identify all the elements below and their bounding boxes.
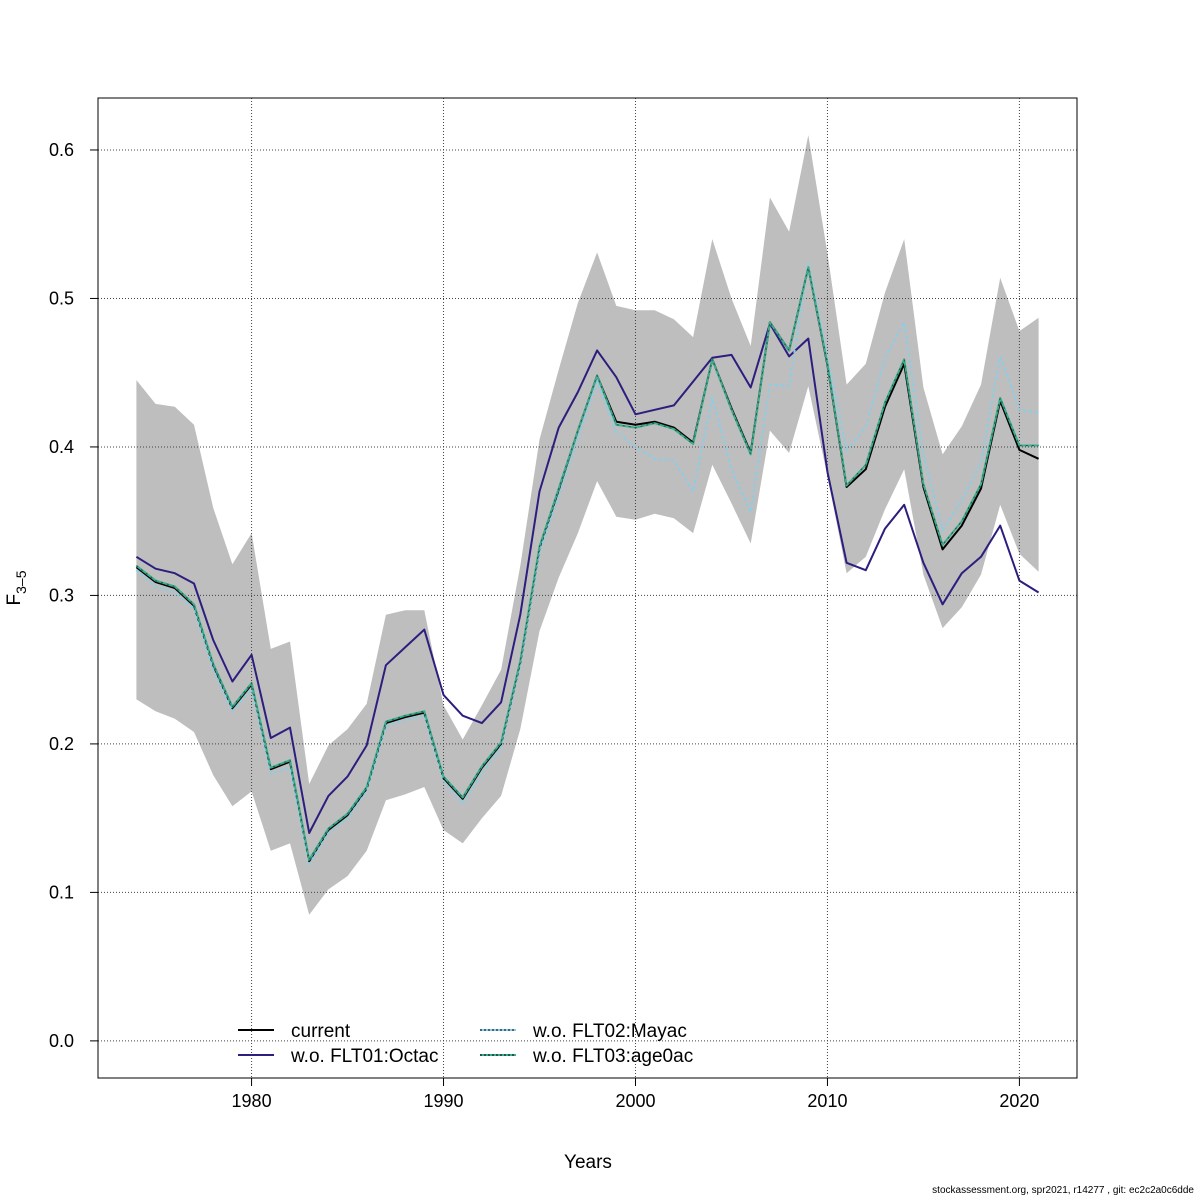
x-axis: 1980 1990 2000 2010 2020 [232, 1078, 1039, 1111]
x-tick-label: 2000 [615, 1091, 655, 1111]
y-axis-title-main: F [4, 594, 25, 606]
confidence-band [136, 135, 1039, 915]
y-tick-label: 0.4 [49, 437, 74, 457]
y-tick-label: 0.6 [49, 140, 74, 160]
x-tick-label: 2010 [807, 1091, 847, 1111]
series-line-4-dots [136, 267, 1039, 862]
x-axis-title: Years [564, 1152, 612, 1173]
plot-frame [97, 97, 1078, 1079]
y-axis-title: F3–5 [4, 570, 29, 605]
y-axis: 0.0 0.1 0.2 0.3 0.4 0.5 0.6 [49, 140, 98, 1051]
y-tick-label: 0.2 [49, 734, 74, 754]
legend-label-4: w.o. FLT03:age0ac [532, 1046, 693, 1067]
x-tick-label: 1980 [232, 1091, 272, 1111]
series-line-3 [135, 261, 1039, 866]
y-axis-title-subscript: 3–5 [13, 570, 29, 594]
confidence-band-layer [136, 135, 1039, 915]
legend-label-2: w.o. FLT01:Octac [290, 1046, 438, 1067]
footer-credit: stockassessment.org, spr2021, r14277 , g… [932, 1185, 1194, 1196]
series-line-2 [135, 322, 1040, 834]
legend-label-3: w.o. FLT02:Mayac [532, 1021, 687, 1042]
legend-label-1: current [291, 1021, 351, 1042]
legend: current w.o. FLT01:Octac w.o. FLT02:Mayac w… [238, 1021, 693, 1067]
x-tick-label: 2020 [999, 1091, 1039, 1111]
y-tick-label: 0.1 [49, 882, 74, 902]
y-tick-label: 0.0 [49, 1031, 74, 1051]
y-tick-label: 0.3 [49, 585, 74, 605]
y-tick-label: 0.5 [49, 288, 74, 308]
grid-layer [98, 98, 1077, 1078]
x-tick-label: 1990 [424, 1091, 464, 1111]
series-layer [135, 261, 1040, 866]
